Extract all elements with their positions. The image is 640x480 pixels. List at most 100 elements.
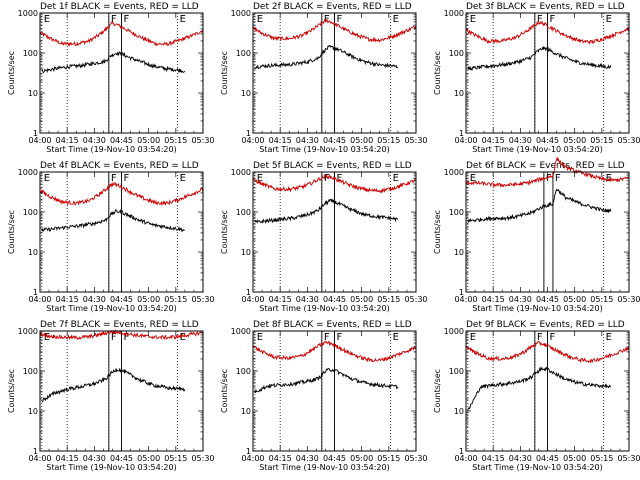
x-tick-label: 04:00 — [454, 295, 477, 304]
y-tick-label: 10 — [241, 248, 251, 257]
lld-series-line — [465, 157, 630, 189]
x-tick-label: 04:15 — [56, 295, 79, 304]
marker-label: F — [546, 173, 552, 184]
x-tick-label: 05:00 — [563, 136, 586, 145]
marker-label: F — [111, 332, 117, 343]
marker-label: E — [470, 332, 476, 343]
marker-label: E — [393, 173, 399, 184]
panel-title: Det 3f BLACK = Events, RED = LLD — [466, 2, 625, 12]
y-tick-label: 1000 — [18, 9, 38, 18]
y-tick-label: 10 — [28, 407, 38, 416]
x-tick-label: 04:45 — [323, 136, 346, 145]
panel-4: Det 4f BLACK = Events, RED = LLD E F F E 1 10 1… — [7, 161, 215, 313]
x-tick-label: 04:30 — [83, 454, 106, 463]
y-tick-label: 1 — [33, 288, 38, 297]
y-tick-label: 1 — [459, 447, 464, 456]
x-axis-label: Start Time (19-Nov-10 03:54:20) — [46, 463, 176, 472]
marker-label: F — [337, 332, 343, 343]
x-tick-label: 04:15 — [482, 136, 505, 145]
y-tick-label: 100 — [23, 208, 38, 217]
x-tick-label: 05:00 — [137, 454, 160, 463]
x-tick-label: 04:00 — [241, 136, 264, 145]
x-axis-label: Start Time (19-Nov-10 03:54:20) — [259, 304, 389, 313]
panel-title: Det 6f BLACK = Events, RED = LLD — [466, 161, 625, 171]
x-tick-label: 05:00 — [350, 136, 373, 145]
marker-label: E — [393, 14, 399, 25]
y-axis-label: Counts/sec — [7, 51, 16, 95]
lld-series-line — [465, 340, 629, 364]
marker-label: F — [324, 173, 330, 184]
x-axis-label: Start Time (19-Nov-10 03:54:20) — [46, 145, 176, 154]
x-tick-label: 04:45 — [323, 295, 346, 304]
marker-label: F — [555, 173, 561, 184]
y-axis-label: Counts/sec — [7, 369, 16, 413]
y-tick-label: 10 — [28, 89, 38, 98]
x-tick-label: 05:15 — [164, 295, 187, 304]
x-tick-label: 04:00 — [454, 136, 477, 145]
x-tick-label: 05:30 — [191, 454, 214, 463]
x-tick-label: 05:30 — [617, 136, 640, 145]
x-tick-label: 04:30 — [296, 295, 319, 304]
x-tick-label: 05:15 — [164, 454, 187, 463]
x-tick-label: 04:15 — [482, 295, 505, 304]
y-tick-label: 10 — [241, 89, 251, 98]
lld-series-line — [465, 20, 630, 45]
marker-label: F — [124, 14, 130, 25]
x-tick-label: 04:00 — [28, 136, 51, 145]
y-tick-label: 100 — [236, 49, 251, 58]
y-tick-label: 1000 — [444, 327, 464, 336]
x-tick-label: 04:45 — [110, 295, 133, 304]
marker-label: E — [393, 332, 399, 343]
y-tick-label: 100 — [449, 367, 464, 376]
x-tick-label: 04:45 — [323, 454, 346, 463]
plot-frame — [465, 171, 630, 293]
x-tick-label: 04:00 — [28, 454, 51, 463]
y-axis-label: Counts/sec — [433, 210, 442, 254]
x-axis-label: Start Time (19-Nov-10 03:54:20) — [46, 304, 176, 313]
y-axis-label: Counts/sec — [7, 210, 16, 254]
x-tick-label: 04:45 — [110, 454, 133, 463]
x-tick-label: 05:00 — [350, 295, 373, 304]
marker-label: F — [111, 14, 117, 25]
y-tick-label: 1000 — [444, 9, 464, 18]
y-tick-label: 10 — [454, 248, 464, 257]
panel-6: Det 6f BLACK = Events, RED = LLD E F F E 1 10 1… — [433, 157, 640, 313]
y-tick-label: 1000 — [231, 168, 251, 177]
marker-label: E — [257, 332, 263, 343]
y-tick-label: 1 — [33, 129, 38, 138]
y-axis-label: Counts/sec — [220, 210, 229, 254]
panel-title: Det 4f BLACK = Events, RED = LLD — [40, 161, 199, 171]
marker-label: E — [180, 332, 186, 343]
y-tick-label: 1000 — [18, 168, 38, 177]
y-tick-label: 10 — [28, 248, 38, 257]
x-tick-label: 04:15 — [269, 454, 292, 463]
y-axis-label: Counts/sec — [220, 369, 229, 413]
x-tick-label: 04:00 — [241, 454, 264, 463]
panel-8: Det 8f BLACK = Events, RED = LLD E F F E 1 10 1… — [220, 320, 428, 472]
panel-title: Det 1f BLACK = Events, RED = LLD — [40, 2, 199, 12]
lld-series-line — [39, 181, 204, 207]
marker-label: E — [606, 332, 612, 343]
x-tick-label: 05:00 — [137, 136, 160, 145]
events-series-line — [254, 45, 399, 70]
panel-title: Det 2f BLACK = Events, RED = LLD — [253, 2, 412, 12]
marker-label: F — [324, 332, 330, 343]
x-axis-label: Start Time (19-Nov-10 03:54:20) — [472, 145, 602, 154]
y-tick-label: 1000 — [444, 168, 464, 177]
y-tick-label: 100 — [236, 367, 251, 376]
marker-label: E — [44, 14, 50, 25]
marker-label: F — [111, 173, 117, 184]
y-tick-label: 1 — [246, 447, 251, 456]
events-series-line — [254, 368, 399, 394]
x-tick-label: 04:30 — [83, 295, 106, 304]
x-tick-label: 04:15 — [482, 454, 505, 463]
y-tick-label: 1000 — [231, 9, 251, 18]
panel-1: Det 1f BLACK = Events, RED = LLD E F F E 1 10 1… — [7, 2, 215, 154]
events-series-line — [41, 208, 185, 233]
x-axis-label: Start Time (19-Nov-10 03:54:20) — [259, 463, 389, 472]
lld-series-line — [252, 340, 417, 363]
marker-label: F — [337, 173, 343, 184]
marker-label: F — [337, 14, 343, 25]
